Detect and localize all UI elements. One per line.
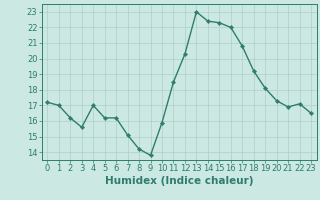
X-axis label: Humidex (Indice chaleur): Humidex (Indice chaleur) (105, 176, 253, 186)
